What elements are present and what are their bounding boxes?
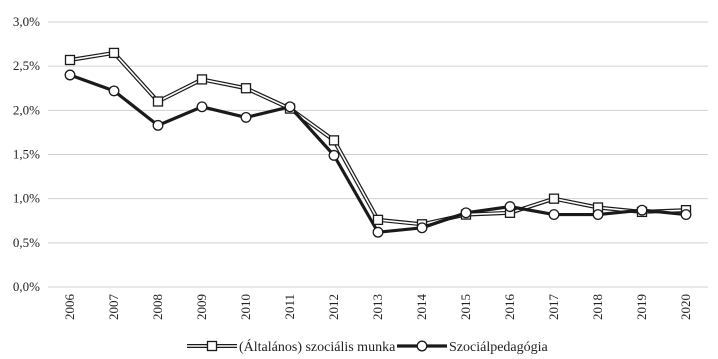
- circle-marker: [152, 119, 164, 131]
- x-tick-label: 2007: [106, 294, 121, 321]
- legend: (Általános) szociális munka Szociálpedagó…: [187, 338, 549, 355]
- x-tick-label: 2006: [62, 294, 77, 321]
- circle-marker: [460, 207, 472, 219]
- x-tick-label: 2014: [414, 294, 429, 321]
- y-tick-label: 0,0%: [13, 279, 40, 294]
- circle-marker: [548, 209, 560, 221]
- square-marker: [108, 47, 120, 59]
- x-tick-label: 2018: [590, 294, 605, 320]
- circle-marker: [284, 101, 296, 113]
- circle-marker: [636, 204, 648, 216]
- legend-label: Szociálpedagógia: [449, 340, 549, 355]
- circle-marker: [680, 209, 692, 221]
- legend-circle-marker: [416, 340, 428, 352]
- square-marker: [64, 54, 76, 66]
- y-tick-label: 2,0%: [13, 102, 40, 117]
- y-tick-label: 3,0%: [13, 14, 40, 29]
- circle-marker: [108, 85, 120, 97]
- y-axis-ticks: 0,0% 0,5% 1,0% 1,5% 2,0% 2,5% 3,0%: [13, 14, 40, 294]
- x-tick-label: 2009: [194, 294, 209, 320]
- legend-label: (Általános) szociális munka: [239, 338, 396, 355]
- x-tick-label: 2010: [238, 294, 253, 320]
- circle-marker: [372, 226, 384, 238]
- x-tick-label: 2017: [546, 294, 561, 321]
- circle-marker: [504, 201, 516, 213]
- x-tick-label: 2008: [150, 294, 165, 320]
- square-marker: [328, 135, 340, 146]
- x-tick-label: 2020: [678, 294, 693, 320]
- legend-entry: (Általános) szociális munka: [187, 338, 396, 355]
- square-marker: [240, 83, 252, 94]
- y-tick-label: 1,5%: [13, 147, 40, 162]
- y-tick-label: 2,5%: [13, 58, 40, 73]
- legend-entry: Szociálpedagógia: [397, 340, 549, 355]
- square-marker: [372, 214, 384, 226]
- circle-marker: [592, 209, 604, 221]
- x-axis-ticks: 2006 2007 2008 2009 2010 2011 2012 2013 2014 2015…: [62, 294, 693, 321]
- square-marker: [196, 74, 208, 85]
- legend-square-marker: [206, 340, 218, 352]
- circle-marker: [416, 222, 428, 234]
- square-marker: [548, 193, 560, 204]
- x-tick-label: 2016: [502, 294, 517, 321]
- circle-marker: [328, 149, 340, 161]
- y-tick-label: 0,5%: [13, 235, 40, 250]
- series-markers: [64, 47, 692, 238]
- x-tick-label: 2015: [458, 294, 473, 320]
- grid-lines: [48, 21, 708, 288]
- x-tick-label: 2019: [634, 294, 649, 320]
- circle-marker: [64, 69, 76, 81]
- square-marker: [152, 96, 164, 107]
- x-tick-label: 2012: [326, 294, 341, 320]
- circle-marker: [196, 101, 208, 113]
- x-tick-label: 2013: [370, 294, 385, 320]
- x-tick-label: 2011: [282, 294, 297, 320]
- y-tick-label: 1,0%: [13, 191, 40, 206]
- circle-marker: [240, 111, 252, 123]
